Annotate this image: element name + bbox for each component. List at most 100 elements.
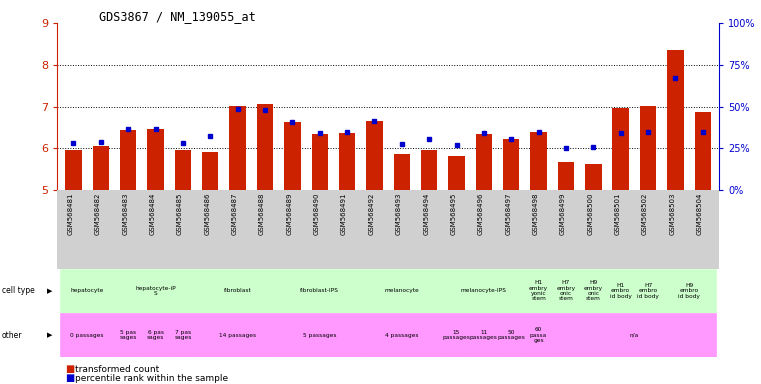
Bar <box>196 313 279 357</box>
Text: 11
passages: 11 passages <box>470 330 498 340</box>
Bar <box>142 313 169 357</box>
Text: fibroblast-IPS: fibroblast-IPS <box>300 288 339 293</box>
Text: GSM568489: GSM568489 <box>286 192 292 235</box>
Bar <box>279 269 361 313</box>
Text: percentile rank within the sample: percentile rank within the sample <box>75 374 228 383</box>
Bar <box>169 313 196 357</box>
Text: 0 passages: 0 passages <box>71 333 104 338</box>
Bar <box>476 134 492 190</box>
Text: other: other <box>2 331 22 339</box>
Text: transformed count: transformed count <box>75 365 159 374</box>
Bar <box>635 269 662 313</box>
Text: GSM568487: GSM568487 <box>231 192 237 235</box>
Text: H1
embro
id body: H1 embro id body <box>610 283 632 299</box>
Text: GSM568503: GSM568503 <box>670 192 675 235</box>
Text: fibroblast: fibroblast <box>224 288 252 293</box>
Text: GSM568504: GSM568504 <box>697 192 702 235</box>
Text: H9
embry
onic
stem: H9 embry onic stem <box>584 280 603 301</box>
Text: GSM568498: GSM568498 <box>533 192 539 235</box>
Text: 60
passa
ges: 60 passa ges <box>530 327 547 343</box>
Bar <box>552 269 580 313</box>
Text: GSM568492: GSM568492 <box>368 192 374 235</box>
Bar <box>114 313 142 357</box>
Text: 14 passages: 14 passages <box>219 333 256 338</box>
Bar <box>498 313 525 357</box>
Bar <box>311 134 328 190</box>
Text: H1
embry
yonic
stem: H1 embry yonic stem <box>529 280 548 301</box>
Text: ■: ■ <box>65 364 74 374</box>
Text: GSM568484: GSM568484 <box>150 192 155 235</box>
Text: GSM568493: GSM568493 <box>396 192 402 235</box>
Text: H7
embro
id body: H7 embro id body <box>637 283 659 299</box>
Bar <box>580 269 607 313</box>
Bar <box>366 121 383 190</box>
Bar <box>60 269 114 313</box>
Text: 5 pas
sages: 5 pas sages <box>119 330 137 340</box>
Text: GSM568486: GSM568486 <box>204 192 210 235</box>
Bar <box>202 152 218 190</box>
Text: ■: ■ <box>65 373 74 383</box>
Text: 4 passages: 4 passages <box>385 333 419 338</box>
Text: ▶: ▶ <box>47 288 53 294</box>
Text: GSM568485: GSM568485 <box>177 192 183 235</box>
Bar <box>558 162 574 190</box>
Bar <box>530 132 547 190</box>
Text: 5 passages: 5 passages <box>303 333 336 338</box>
Bar <box>393 154 410 190</box>
Text: GSM568499: GSM568499 <box>560 192 566 235</box>
Text: GSM568497: GSM568497 <box>505 192 511 235</box>
Bar <box>229 106 246 190</box>
Text: hepatocyte-iP
S: hepatocyte-iP S <box>135 286 176 296</box>
Bar <box>361 269 443 313</box>
Text: GDS3867 / NM_139055_at: GDS3867 / NM_139055_at <box>99 10 256 23</box>
Text: H9
embro
id body: H9 embro id body <box>678 283 700 299</box>
Bar <box>585 164 601 190</box>
Bar <box>448 156 465 190</box>
Bar <box>93 146 109 190</box>
Bar <box>470 313 498 357</box>
Bar <box>443 269 525 313</box>
Text: GSM568482: GSM568482 <box>95 192 101 235</box>
Bar <box>443 313 470 357</box>
Bar <box>279 313 361 357</box>
Bar <box>421 151 438 190</box>
Text: GSM568500: GSM568500 <box>587 192 594 235</box>
Text: melanocyte-IPS: melanocyte-IPS <box>461 288 507 293</box>
Text: GSM568502: GSM568502 <box>642 192 648 235</box>
Bar <box>196 269 279 313</box>
Text: GSM568494: GSM568494 <box>423 192 429 235</box>
Text: GSM568495: GSM568495 <box>451 192 457 235</box>
Bar <box>640 106 656 190</box>
Text: cell type: cell type <box>2 286 34 295</box>
Text: n/a: n/a <box>629 333 639 338</box>
Bar <box>613 108 629 190</box>
Bar <box>65 150 81 190</box>
Bar <box>148 129 164 190</box>
Text: 15
passages: 15 passages <box>443 330 470 340</box>
Text: GSM568491: GSM568491 <box>341 192 347 235</box>
Bar <box>695 112 711 190</box>
Bar <box>662 269 716 313</box>
Text: 50
passages: 50 passages <box>497 330 525 340</box>
Text: H7
embry
onic
stem: H7 embry onic stem <box>556 280 575 301</box>
Text: GSM568496: GSM568496 <box>478 192 484 235</box>
Text: GSM568488: GSM568488 <box>259 192 265 235</box>
Text: melanocyte: melanocyte <box>384 288 419 293</box>
Bar <box>667 50 683 190</box>
Text: 7 pas
sages: 7 pas sages <box>174 330 192 340</box>
Bar <box>284 122 301 190</box>
Bar <box>361 313 443 357</box>
Bar <box>60 313 114 357</box>
Bar <box>114 269 196 313</box>
Bar <box>339 133 355 190</box>
Bar <box>525 313 552 357</box>
Bar <box>607 269 635 313</box>
Text: GSM568490: GSM568490 <box>314 192 320 235</box>
Bar <box>525 269 552 313</box>
Text: hepatocyte: hepatocyte <box>71 288 103 293</box>
Text: GSM568481: GSM568481 <box>68 192 74 235</box>
Bar <box>256 104 273 190</box>
Bar <box>503 139 520 190</box>
Bar <box>175 150 191 190</box>
Text: 6 pas
sages: 6 pas sages <box>147 330 164 340</box>
